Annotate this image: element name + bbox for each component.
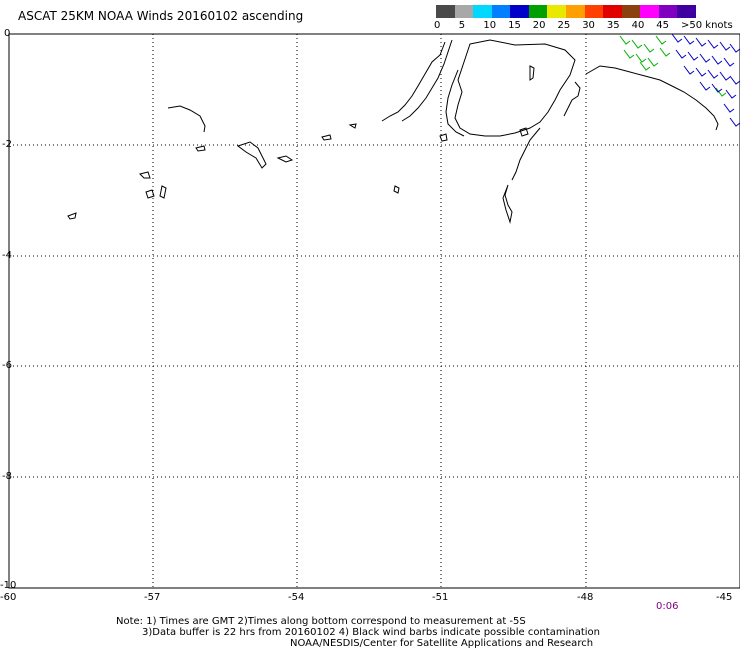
x-tick-label: -45 <box>716 592 733 603</box>
legend-swatch <box>658 5 678 18</box>
legend-swatch <box>436 5 455 18</box>
legend-swatch <box>473 5 492 18</box>
plot-frame <box>8 33 740 589</box>
legend-swatch <box>565 5 585 18</box>
legend-label: 25 <box>557 20 571 31</box>
legend-label: 40 <box>631 20 645 31</box>
legend-swatch <box>510 5 529 18</box>
coastline <box>67 39 719 224</box>
x-tick-label: -48 <box>577 592 594 603</box>
y-tick-label: -6 <box>2 360 12 371</box>
legend-swatch <box>528 5 548 18</box>
note-line-1: Note: 1) Times are GMT 2)Times along bot… <box>116 616 526 627</box>
note-line-3: NOAA/NESDIS/Center for Satellite Applica… <box>290 638 594 649</box>
legend-label: 0 <box>434 20 441 31</box>
y-tick-label: -4 <box>2 250 12 261</box>
legend-label: 10 <box>483 20 497 31</box>
legend-label: 30 <box>582 20 595 31</box>
legend-label: 45 <box>656 20 670 31</box>
wind-barbs <box>619 33 740 127</box>
legend-label: >50 knots <box>681 20 733 31</box>
x-tick-label: -54 <box>288 592 305 603</box>
legend-swatch <box>491 5 511 18</box>
wind-speed-color-bar <box>436 5 696 18</box>
x-tick-label: -60 <box>0 592 17 603</box>
legend-swatch <box>547 5 566 18</box>
legend-swatch <box>454 5 474 18</box>
y-tick-label: -8 <box>2 471 12 482</box>
x-tick-label: -51 <box>432 592 449 603</box>
legend-label: 15 <box>508 20 521 31</box>
note-line-2: 3)Data buffer is 22 hrs from 20160102 4)… <box>142 627 600 638</box>
x-tick-label: -57 <box>144 592 161 603</box>
y-tick-label: -2 <box>2 139 12 150</box>
legend-swatch <box>640 5 659 18</box>
legend-label: 20 <box>532 20 546 31</box>
legend-swatch <box>621 5 641 18</box>
legend-label: 35 <box>606 20 620 31</box>
legend-swatch <box>603 5 622 18</box>
legend-label: 5 <box>458 20 466 31</box>
time-label: 0:06 <box>656 601 679 612</box>
graticule-grid <box>9 34 740 588</box>
legend-swatch <box>584 5 604 18</box>
map-title: ASCAT 25KM NOAA Winds 20160102 ascending <box>18 9 304 23</box>
y-tick-label: 0 <box>4 28 11 39</box>
y-tick-label: -10 <box>0 580 17 591</box>
legend-swatch <box>677 5 696 18</box>
